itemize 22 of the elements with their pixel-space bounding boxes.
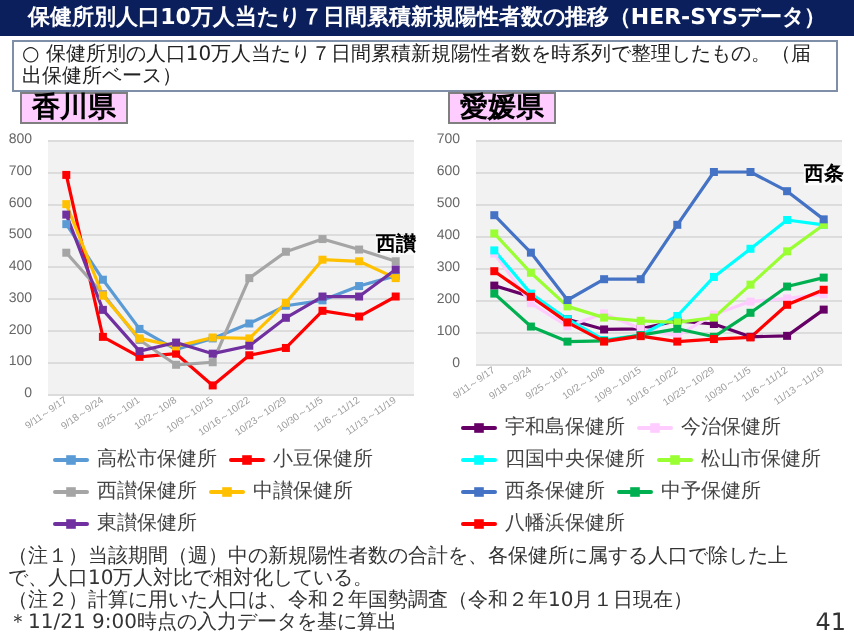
text: （注１）当該期間（週）中の新規陽性者数の合計を、各保健所に属する人口で除した上で、人口10万人対比で相対化している。 [8,546,790,590]
legend-label: 松山市保健所 [701,447,821,471]
legend-label: 中予保健所 [661,479,761,503]
legend-label: 西讃保健所 [97,479,197,503]
legend-label: 四国中央保健所 [505,447,645,471]
legend-label: 今治保健所 [681,415,781,439]
text: ＊11/21 9:00時点の入力データを基に算出 [8,612,399,634]
legend-label: 高松市保健所 [97,447,217,471]
annotation: 西讃 [373,231,418,256]
annotation: 西条 [801,162,844,187]
legend-label: 東讃保健所 [97,511,197,535]
legend-label: 八幡浜保健所 [505,511,625,535]
legend-label: 宇和島保健所 [505,415,625,439]
legend-label: 西条保健所 [505,479,605,503]
legend-label: 小豆保健所 [273,447,373,471]
chart-title: 保健所別人口10万人当たり７日間累積新規陽性者数の推移（HER-SYSデータ） [0,0,854,36]
text: 41 [813,608,846,636]
text: ○ 保健所別の人口10万人当たり７日間累積新規陽性者数を時系列で整理したもの。（届出保健所ベース） [12,40,838,92]
legend-label: 中讃保健所 [253,479,353,503]
text: （注２）計算に用いた人口は、令和２年国勢調査（令和２年10月１日現在） [8,590,696,612]
chart-subtitle: 愛媛県 [460,92,546,124]
chart-subtitle: 香川県 [30,92,118,124]
